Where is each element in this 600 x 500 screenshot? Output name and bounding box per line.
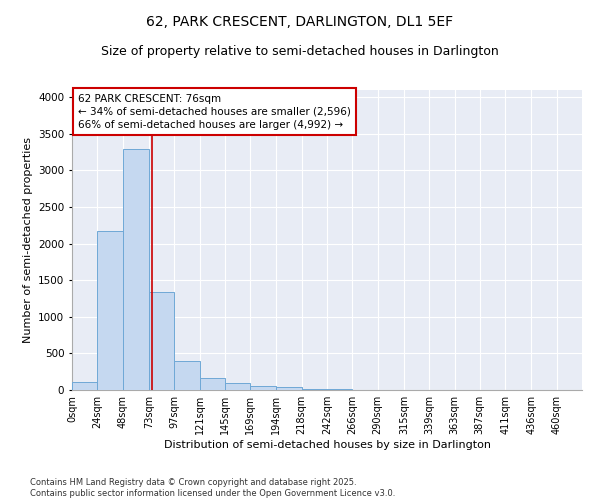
Bar <box>149 292 174 390</box>
Bar <box>225 382 250 390</box>
Text: 62, PARK CRESCENT, DARLINGTON, DL1 5EF: 62, PARK CRESCENT, DARLINGTON, DL1 5EF <box>146 15 454 29</box>
Bar <box>122 150 149 390</box>
Bar <box>250 386 277 390</box>
Bar <box>72 382 97 390</box>
Bar <box>174 362 199 390</box>
Text: 62 PARK CRESCENT: 76sqm
← 34% of semi-detached houses are smaller (2,596)
66% of: 62 PARK CRESCENT: 76sqm ← 34% of semi-de… <box>79 94 351 130</box>
Bar <box>277 388 302 390</box>
Text: Contains HM Land Registry data © Crown copyright and database right 2025.
Contai: Contains HM Land Registry data © Crown c… <box>30 478 395 498</box>
Bar <box>199 378 225 390</box>
X-axis label: Distribution of semi-detached houses by size in Darlington: Distribution of semi-detached houses by … <box>163 440 491 450</box>
Y-axis label: Number of semi-detached properties: Number of semi-detached properties <box>23 137 32 343</box>
Text: Size of property relative to semi-detached houses in Darlington: Size of property relative to semi-detach… <box>101 45 499 58</box>
Bar <box>97 231 122 390</box>
Bar <box>302 388 327 390</box>
